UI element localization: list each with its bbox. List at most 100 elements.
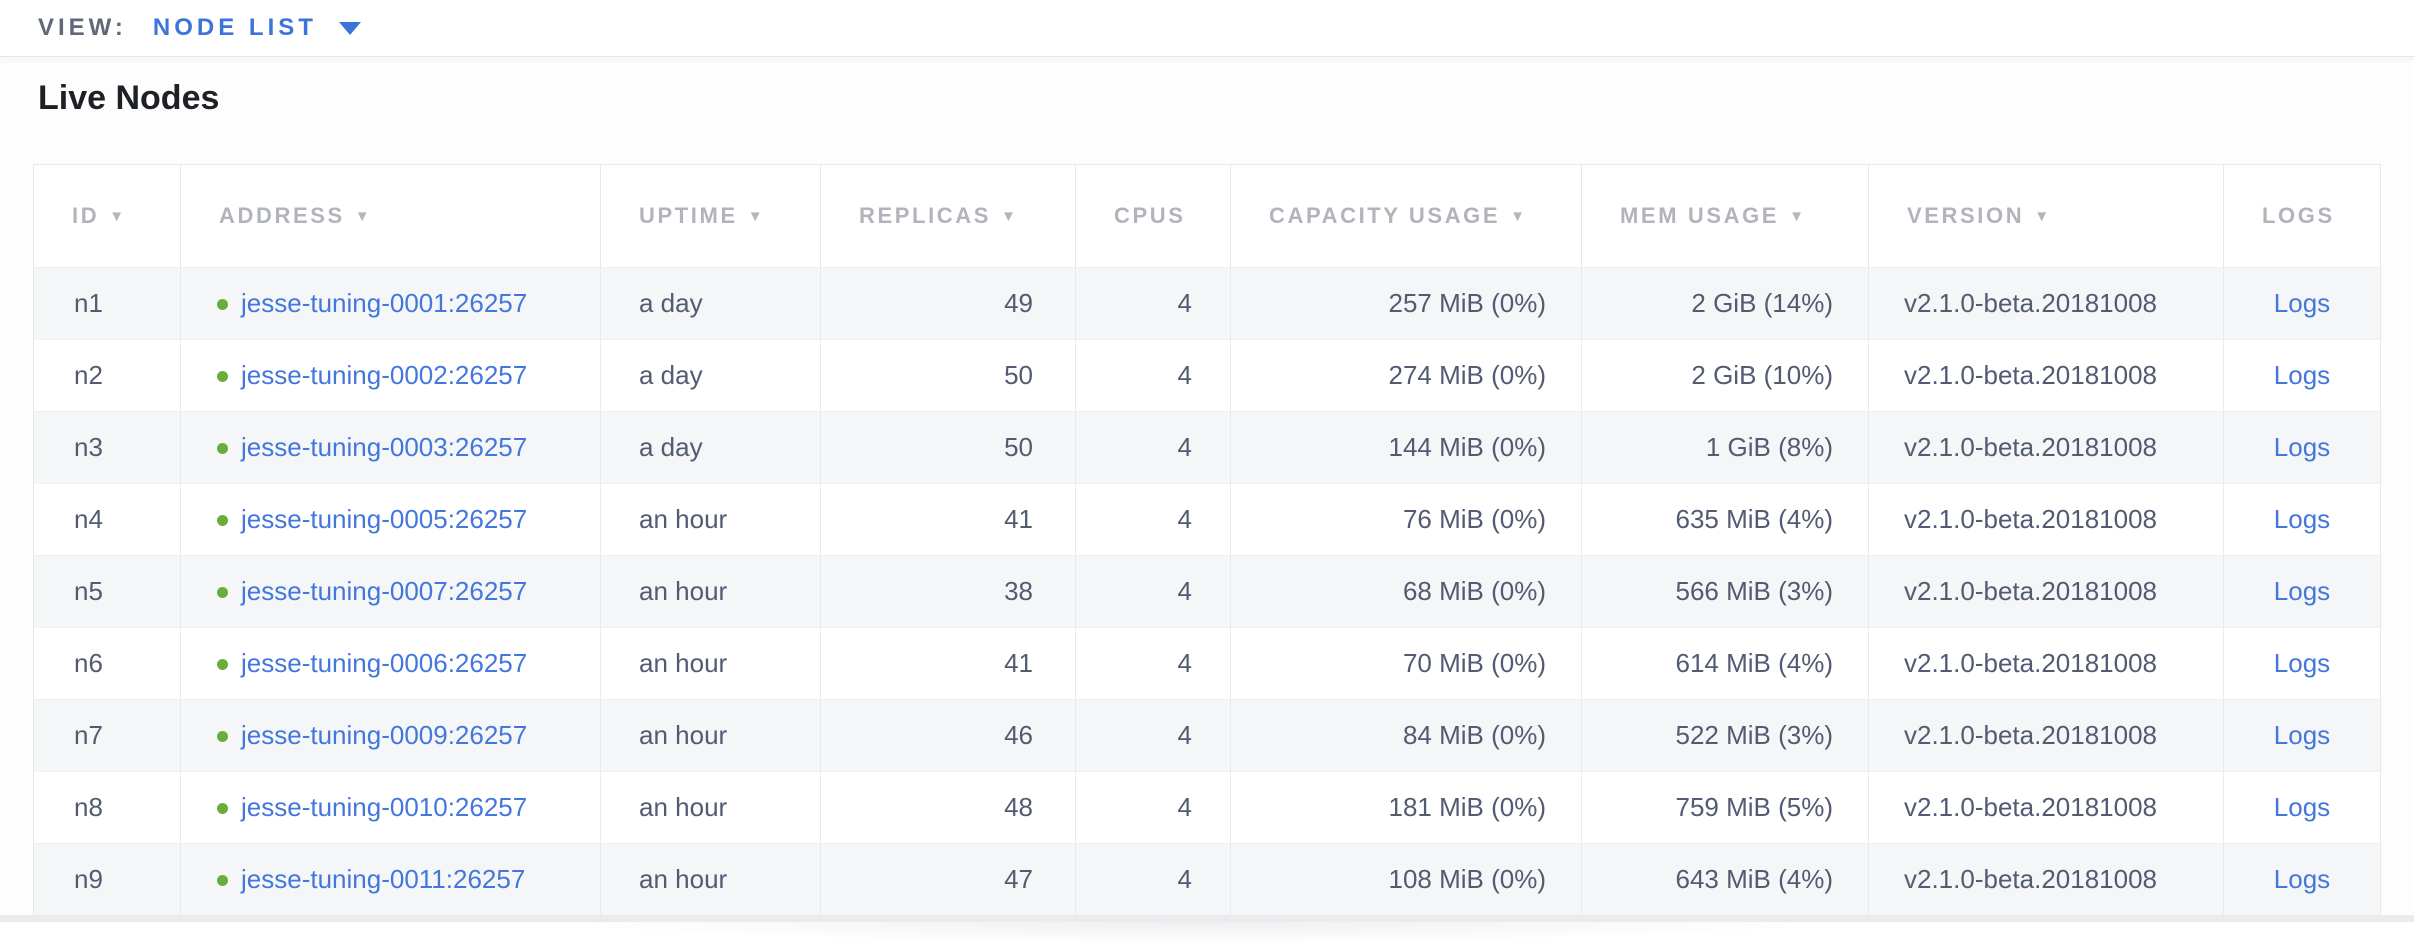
capacity-cell: 108 MiB (0%): [1230, 843, 1582, 916]
logs-link[interactable]: Logs: [2273, 576, 2331, 606]
node-address-link[interactable]: jesse-tuning-0001:26257: [241, 288, 528, 318]
cpus-cell: 4: [1075, 339, 1231, 412]
view-selector-dropdown[interactable]: NODE LIST: [153, 14, 361, 42]
column-label: ADDRESS: [219, 203, 345, 228]
table-row: n6 jesse-tuning-0006:26257 an hour 41 4 70 Mi…: [33, 627, 2381, 700]
replicas-cell: 50: [820, 411, 1076, 484]
capacity-cell: 84 MiB (0%): [1230, 699, 1582, 772]
logs-link[interactable]: Logs: [2273, 720, 2331, 750]
version-cell: v2.1.0-beta.20181008: [1868, 843, 2224, 916]
logs-link[interactable]: Logs: [2273, 864, 2331, 894]
logs-link[interactable]: Logs: [2273, 432, 2331, 462]
address-cell: jesse-tuning-0002:26257: [180, 339, 601, 412]
column-header-uptime[interactable]: UPTIME ▼: [600, 164, 821, 268]
logs-cell: Logs: [2223, 483, 2381, 556]
cpus-cell: 4: [1075, 627, 1231, 700]
node-address-link[interactable]: jesse-tuning-0005:26257: [241, 504, 528, 534]
node-address-link[interactable]: jesse-tuning-0010:26257: [241, 792, 528, 822]
sort-desc-icon: ▼: [109, 208, 127, 225]
id-cell: n9: [33, 843, 181, 916]
logs-cell: Logs: [2223, 771, 2381, 844]
address-cell: jesse-tuning-0003:26257: [180, 411, 601, 484]
replicas-cell: 49: [820, 267, 1076, 340]
table-row: n5 jesse-tuning-0007:26257 an hour 38 4 68 Mi…: [33, 555, 2381, 628]
mem-cell: 566 MiB (3%): [1581, 555, 1869, 628]
table-row: n2 jesse-tuning-0002:26257 a day 50 4 274 MiB…: [33, 339, 2381, 412]
capacity-cell: 70 MiB (0%): [1230, 627, 1582, 700]
live-node-dot-icon: [217, 515, 228, 526]
id-cell: n4: [33, 483, 181, 556]
replicas-cell: 48: [820, 771, 1076, 844]
capacity-cell: 181 MiB (0%): [1230, 771, 1582, 844]
table-row: n4 jesse-tuning-0005:26257 an hour 41 4 76 Mi…: [33, 483, 2381, 556]
mem-cell: 635 MiB (4%): [1581, 483, 1869, 556]
replicas-cell: 38: [820, 555, 1076, 628]
column-header-capacity[interactable]: CAPACITY USAGE ▼: [1230, 164, 1582, 268]
live-node-dot-icon: [217, 803, 228, 814]
logs-link[interactable]: Logs: [2273, 288, 2331, 318]
uptime-cell: an hour: [600, 627, 821, 700]
view-selected-value: NODE LIST: [152, 14, 317, 41]
column-header-address[interactable]: ADDRESS ▼: [180, 164, 601, 268]
mem-cell: 643 MiB (4%): [1581, 843, 1869, 916]
node-address-link[interactable]: jesse-tuning-0006:26257: [241, 648, 528, 678]
node-address-link[interactable]: jesse-tuning-0009:26257: [241, 720, 528, 750]
id-cell: n8: [33, 771, 181, 844]
replicas-cell: 47: [820, 843, 1076, 916]
address-cell: jesse-tuning-0006:26257: [180, 627, 601, 700]
version-cell: v2.1.0-beta.20181008: [1868, 699, 2224, 772]
version-cell: v2.1.0-beta.20181008: [1868, 267, 2224, 340]
table-row: n9 jesse-tuning-0011:26257 an hour 47 4 108 M…: [33, 843, 2381, 916]
uptime-cell: an hour: [600, 483, 821, 556]
live-node-dot-icon: [217, 299, 228, 310]
logs-link[interactable]: Logs: [2273, 792, 2331, 822]
logs-cell: Logs: [2223, 627, 2381, 700]
column-header-logs: LOGS: [2223, 164, 2381, 268]
version-cell: v2.1.0-beta.20181008: [1868, 627, 2224, 700]
cpus-cell: 4: [1075, 555, 1231, 628]
address-cell: jesse-tuning-0001:26257: [180, 267, 601, 340]
sort-desc-icon: ▼: [1001, 208, 1019, 225]
live-node-dot-icon: [217, 731, 228, 742]
sort-desc-icon: ▼: [1510, 208, 1528, 225]
logs-link[interactable]: Logs: [2273, 504, 2331, 534]
live-node-dot-icon: [217, 875, 228, 886]
bottom-scroll-track: [0, 915, 2414, 922]
live-nodes-table: ID ▼ ADDRESS ▼ UPTIME ▼ REPLICAS ▼ CPUS CAPACITY …: [33, 164, 2381, 916]
logs-cell: Logs: [2223, 699, 2381, 772]
logs-link[interactable]: Logs: [2273, 360, 2331, 390]
column-label: UPTIME: [639, 203, 738, 228]
logs-link[interactable]: Logs: [2273, 648, 2331, 678]
node-address-link[interactable]: jesse-tuning-0002:26257: [241, 360, 528, 390]
column-header-version[interactable]: VERSION ▼: [1868, 164, 2224, 268]
mem-cell: 614 MiB (4%): [1581, 627, 1869, 700]
column-label: ID: [72, 203, 100, 228]
column-header-id[interactable]: ID ▼: [33, 164, 181, 268]
logs-cell: Logs: [2223, 267, 2381, 340]
node-address-link[interactable]: jesse-tuning-0003:26257: [241, 432, 528, 462]
version-cell: v2.1.0-beta.20181008: [1868, 483, 2224, 556]
view-label: VIEW:: [38, 14, 127, 41]
cpus-cell: 4: [1075, 699, 1231, 772]
node-address-link[interactable]: jesse-tuning-0007:26257: [241, 576, 528, 606]
logs-cell: Logs: [2223, 843, 2381, 916]
capacity-cell: 68 MiB (0%): [1230, 555, 1582, 628]
column-label: CPUS: [1114, 203, 1186, 228]
node-address-link[interactable]: jesse-tuning-0011:26257: [241, 864, 526, 894]
cpus-cell: 4: [1075, 771, 1231, 844]
id-cell: n2: [33, 339, 181, 412]
column-header-mem[interactable]: MEM USAGE ▼: [1581, 164, 1869, 268]
column-label: CAPACITY USAGE: [1269, 203, 1501, 228]
version-cell: v2.1.0-beta.20181008: [1868, 411, 2224, 484]
mem-cell: 522 MiB (3%): [1581, 699, 1869, 772]
replicas-cell: 46: [820, 699, 1076, 772]
version-cell: v2.1.0-beta.20181008: [1868, 339, 2224, 412]
replicas-cell: 41: [820, 483, 1076, 556]
column-header-replicas[interactable]: REPLICAS ▼: [820, 164, 1076, 268]
replicas-cell: 41: [820, 627, 1076, 700]
sort-desc-icon: ▼: [2034, 208, 2052, 225]
version-cell: v2.1.0-beta.20181008: [1868, 771, 2224, 844]
capacity-cell: 257 MiB (0%): [1230, 267, 1582, 340]
live-node-dot-icon: [217, 659, 228, 670]
replicas-cell: 50: [820, 339, 1076, 412]
